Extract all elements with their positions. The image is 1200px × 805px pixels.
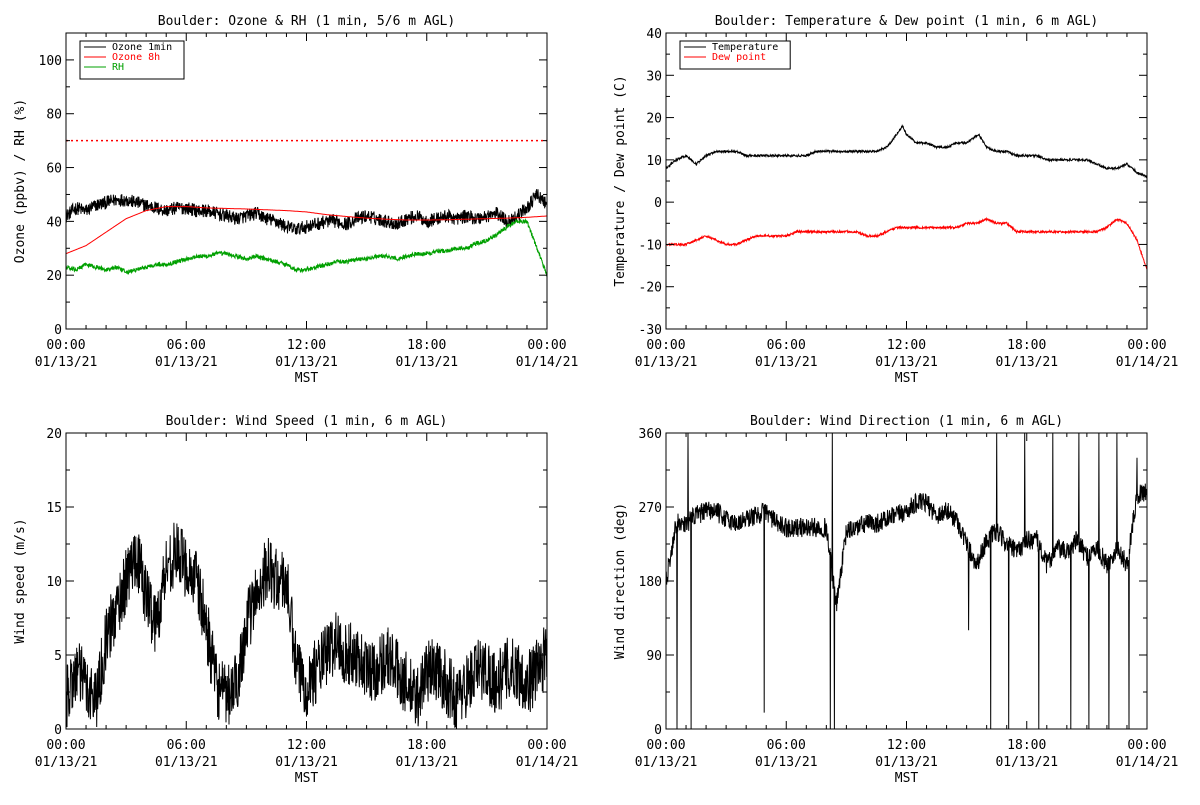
panel-4-x-tick-time: 06:00: [767, 738, 806, 753]
panel-1-x-tick-date: 01/13/21: [155, 355, 218, 370]
panel-3-x-tick-date: 01/13/21: [155, 755, 218, 770]
panel-3-title: Boulder: Wind Speed (1 min, 6 m AGL): [166, 414, 448, 429]
panel-4-x-tick-date: 01/13/21: [875, 755, 938, 770]
panel-1-series-2-line: [65, 206, 547, 255]
panel-3-x-tick-time: 00:00: [527, 738, 566, 753]
panel-1-y-tick-label: 0: [54, 323, 62, 338]
panel-3-y-tick-label: 20: [46, 427, 62, 442]
panel-4-x-tick-date: 01/13/21: [995, 755, 1058, 770]
panel-1-y-tick-label: 40: [46, 215, 62, 230]
panel-3-x-tick-date: 01/13/21: [35, 755, 98, 770]
panel-3-x-tick-date: 01/14/21: [516, 755, 579, 770]
panel-1-x-tick-date: 01/14/21: [516, 355, 579, 370]
panel-4-x-tick-date: 01/13/21: [635, 755, 698, 770]
panel-1-x-tick-date: 01/13/21: [275, 355, 338, 370]
panel-1-title: Boulder: Ozone & RH (1 min, 5/6 m AGL): [158, 14, 455, 29]
panel-1-x-tick-time: 18:00: [407, 338, 446, 353]
panel-1-y-tick-label: 100: [39, 54, 62, 69]
panel-1-x-tick-time: 12:00: [287, 338, 326, 353]
panel-2-y-axis-label: Temperature / Dew point (C): [613, 75, 628, 286]
panel-1-x-tick-date: 01/13/21: [395, 355, 458, 370]
panel-2-x-tick-time: 06:00: [767, 338, 806, 353]
panel-3-y-axis-label: Wind speed (m/s): [13, 518, 28, 643]
panel-3-series-1-line: [65, 522, 548, 730]
panel-3-x-tick-time: 12:00: [287, 738, 326, 753]
panel-3-y-tick-label: 10: [46, 575, 62, 590]
panel-2-y-tick-label: 40: [646, 27, 662, 42]
panel-4-x-tick-date: 01/14/21: [1116, 755, 1179, 770]
panel-4-y-axis-label: Wind direction (deg): [613, 503, 628, 660]
panel-4-x-tick-time: 00:00: [1127, 738, 1166, 753]
panel-4-y-tick-label: 180: [639, 575, 662, 590]
panel-4-x-tick-time: 18:00: [1007, 738, 1046, 753]
panel-3-x-tick-time: 00:00: [46, 738, 85, 753]
panel-2-title: Boulder: Temperature & Dew point (1 min,…: [715, 14, 1099, 29]
panel-4-title: Boulder: Wind Direction (1 min, 6 m AGL): [750, 414, 1063, 429]
panel-2-y-tick-label: -10: [639, 238, 662, 253]
panel-2-plot-frame: [665, 32, 1148, 330]
panel-4-plot-frame: [665, 432, 1148, 730]
panel-2-x-tick-date: 01/14/21: [1116, 355, 1179, 370]
panel-2-legend-label: Temperature: [712, 42, 778, 53]
panel-2-y-tick-label: -30: [639, 323, 662, 338]
panel-1-y-axis-label: Ozone (ppbv) / RH (%): [13, 99, 28, 263]
panel-3-x-tick-date: 01/13/21: [275, 755, 338, 770]
panel-2-x-axis-label: MST: [895, 371, 919, 386]
panel-1-x-axis-label: MST: [295, 371, 319, 386]
panel-3-y-tick-label: 0: [54, 723, 62, 738]
panel-1-x-tick-time: 00:00: [46, 338, 85, 353]
panel-3-x-tick-time: 06:00: [167, 738, 206, 753]
panel-2-x-tick-date: 01/13/21: [875, 355, 938, 370]
panel-2-x-tick-time: 18:00: [1007, 338, 1046, 353]
panel-3-x-tick-date: 01/13/21: [395, 755, 458, 770]
panel-4-y-tick-label: 0: [654, 723, 662, 738]
panel-1-series-1-line: [65, 189, 548, 235]
panel-2-x-tick-date: 01/13/21: [995, 355, 1058, 370]
panel-1-y-tick-label: 20: [46, 269, 62, 284]
panel-4-x-tick-time: 00:00: [646, 738, 685, 753]
panel-2-x-tick-date: 01/13/21: [755, 355, 818, 370]
panel-2-series-1-line: [665, 124, 1148, 179]
panel-3-x-tick-time: 18:00: [407, 738, 446, 753]
panel-4-y-tick-label: 360: [639, 427, 662, 442]
panel-4-x-tick-date: 01/13/21: [755, 755, 818, 770]
panel-2-x-tick-time: 00:00: [1127, 338, 1166, 353]
panel-4-y-tick-label: 90: [646, 649, 662, 664]
panel-2-y-tick-label: 0: [654, 196, 662, 211]
panel-1-legend-label: RH: [112, 62, 124, 73]
panel-2-y-tick-label: 20: [646, 112, 662, 127]
panel-3-x-axis-label: MST: [295, 771, 319, 786]
panel-4-series-1-line: [665, 432, 1148, 730]
panel-4-y-tick-label: 270: [639, 501, 662, 516]
panel-2-x-tick-time: 12:00: [887, 338, 926, 353]
panel-1-x-tick-date: 01/13/21: [35, 355, 98, 370]
panel-1-x-tick-time: 06:00: [167, 338, 206, 353]
panel-4-x-tick-time: 12:00: [887, 738, 926, 753]
panel-2-y-tick-label: -20: [639, 281, 662, 296]
panel-1-x-tick-time: 00:00: [527, 338, 566, 353]
panel-1-y-tick-label: 80: [46, 108, 62, 123]
panel-1-legend-label: Ozone 8h: [112, 52, 160, 63]
panel-2-series-2-line: [665, 216, 1148, 270]
panel-2-y-tick-label: 10: [646, 154, 662, 169]
panel-3-y-tick-label: 5: [54, 649, 62, 664]
panel-2-legend-box: [679, 40, 791, 70]
panel-1-legend-label: Ozone 1min: [112, 42, 172, 53]
panel-3-y-tick-label: 15: [46, 501, 62, 516]
panel-2-x-tick-time: 00:00: [646, 338, 685, 353]
panel-1-y-tick-label: 60: [46, 162, 62, 177]
panel-2-legend-label: Dew point: [712, 52, 766, 63]
panel-2-y-tick-label: 30: [646, 69, 662, 84]
panel-1-series-3-line: [65, 218, 548, 277]
panel-2-x-tick-date: 01/13/21: [635, 355, 698, 370]
panel-4-x-axis-label: MST: [895, 771, 919, 786]
